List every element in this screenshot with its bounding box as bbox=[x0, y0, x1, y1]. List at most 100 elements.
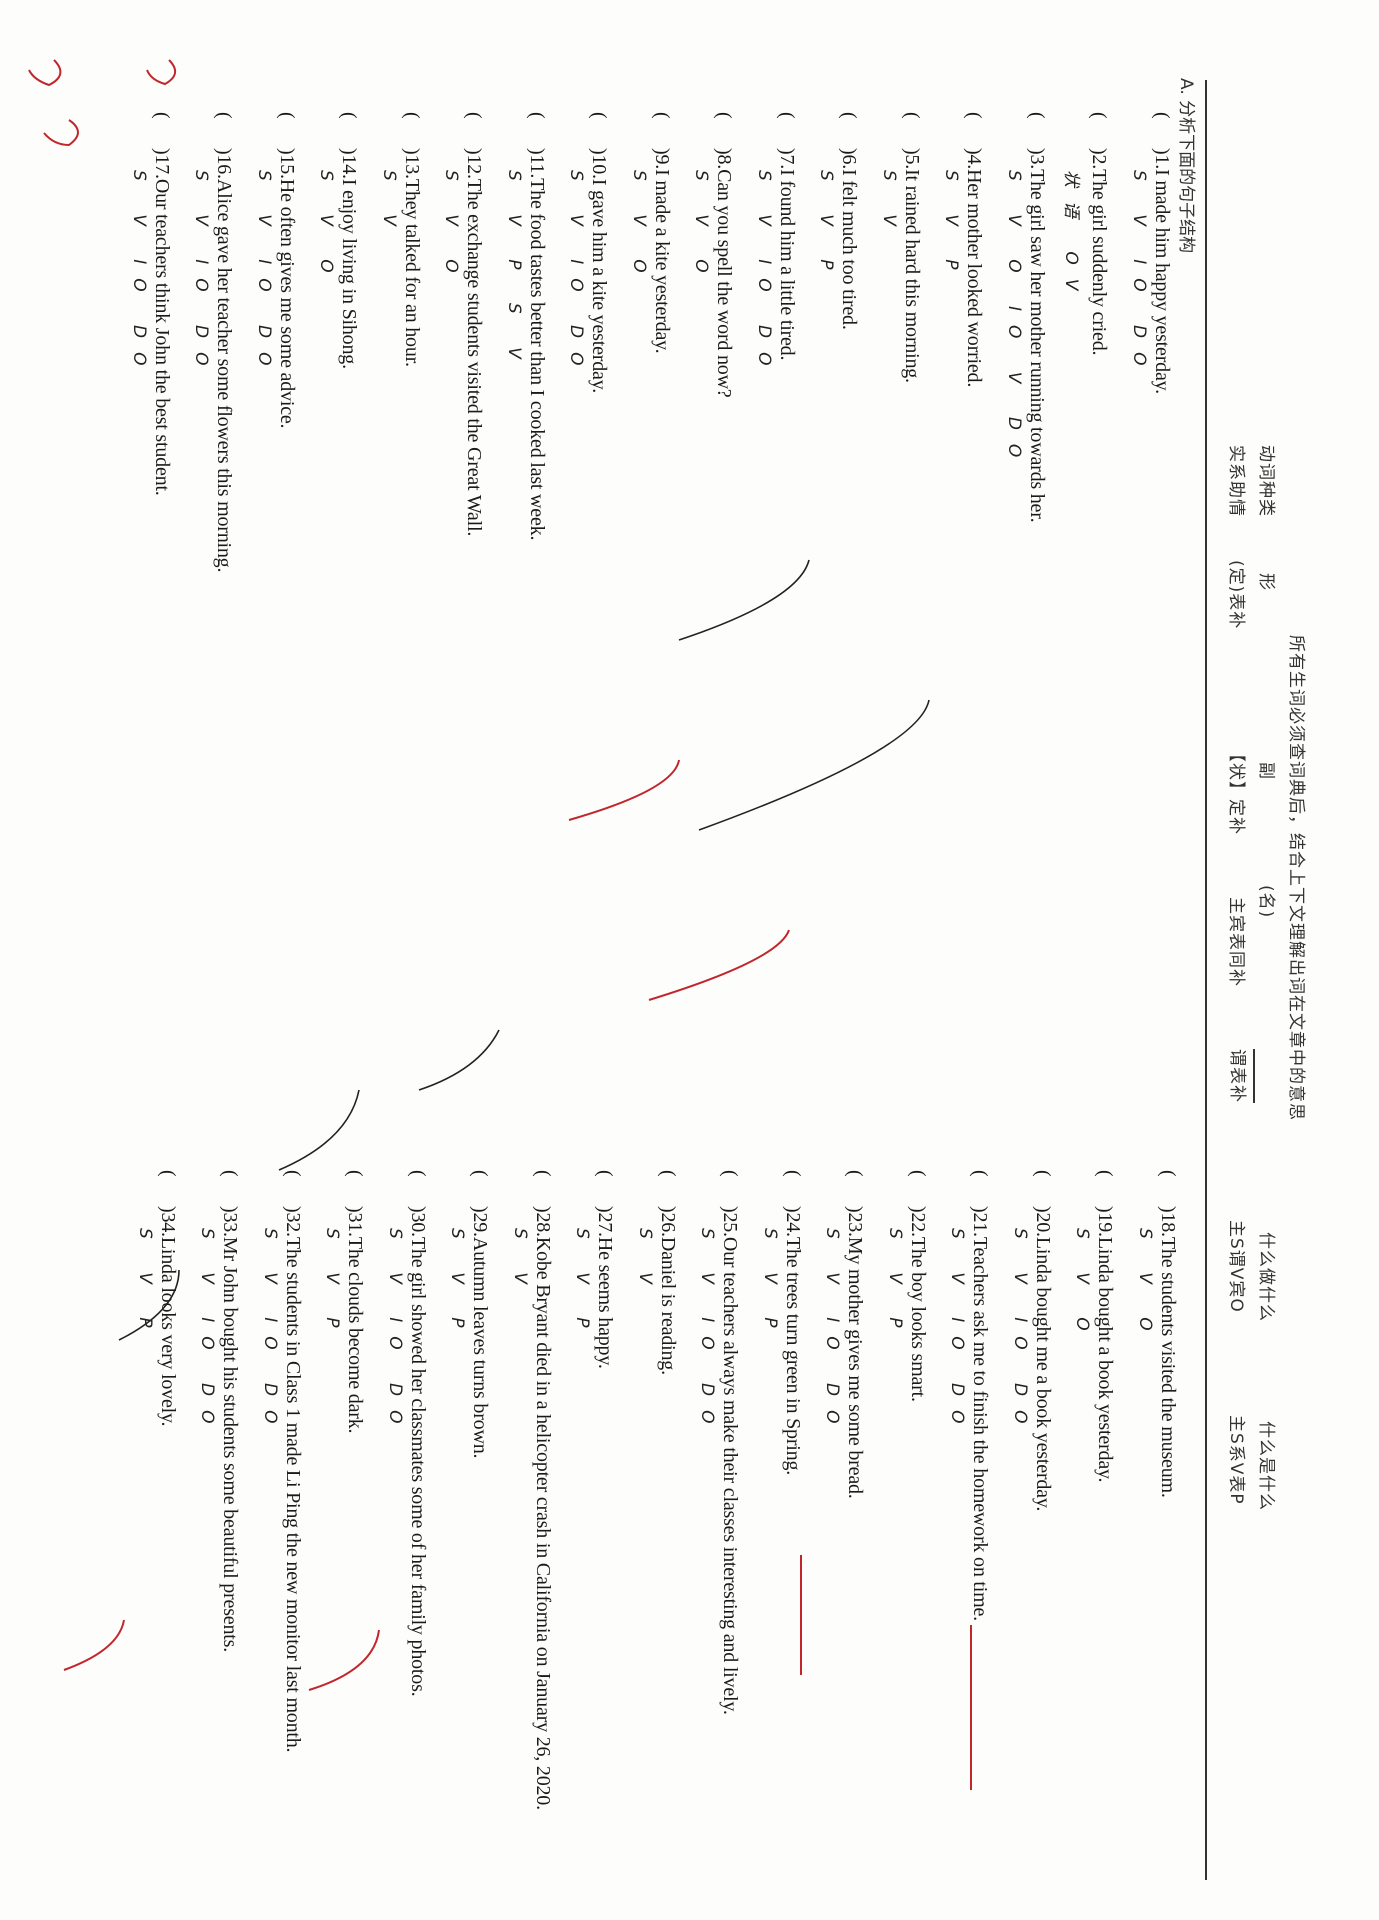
answer-blank[interactable]: ( bbox=[219, 1170, 242, 1177]
sentence-text: )19.Linda bought a book yesterday. bbox=[1094, 1206, 1117, 1482]
item-number: )4. bbox=[963, 148, 986, 170]
handwritten-annotation: S V P bbox=[885, 1228, 905, 1342]
sentence-text: )4.Her mother looked worried. bbox=[963, 148, 986, 387]
answer-blank[interactable]: ( bbox=[907, 1170, 929, 1177]
answer-blank[interactable]: ( bbox=[594, 1170, 617, 1177]
answer-blank[interactable]: ( bbox=[838, 112, 861, 119]
sentence-text: )29.Autumn leaves turns brown. bbox=[469, 1206, 492, 1458]
red-check-curve bbox=[568, 759, 680, 821]
handwritten-annotation: S V P bbox=[322, 1228, 343, 1342]
answer-blank[interactable]: ( bbox=[401, 112, 423, 119]
sentence-text: )3.The girl saw her mother running towar… bbox=[1025, 148, 1048, 522]
answer-blank[interactable]: ( bbox=[213, 112, 236, 119]
answer-blank[interactable]: ( bbox=[1094, 1170, 1117, 1177]
sentence: I made a kite yesterday. bbox=[651, 169, 673, 354]
sentence: Alice gave her teacher some flowers this… bbox=[213, 178, 236, 573]
sentence: The students visited the museum. bbox=[1157, 1236, 1179, 1498]
answer-blank[interactable]: ( bbox=[719, 1170, 742, 1177]
handwritten-annotation: S V IO DO bbox=[385, 1228, 405, 1438]
answer-blank[interactable]: ( bbox=[151, 112, 173, 119]
item-number: )9. bbox=[651, 148, 673, 170]
sentence: I found him a little tired. bbox=[776, 169, 798, 361]
item-number: )16. bbox=[213, 148, 236, 179]
sentence-text: )31.The clouds become dark. bbox=[344, 1206, 367, 1433]
handwritten-annotation: S V O bbox=[1072, 1228, 1093, 1345]
handwritten-annotation: S V IO DO bbox=[197, 1228, 218, 1438]
header-label: 形 bbox=[1256, 573, 1276, 591]
item-number: )18. bbox=[1157, 1206, 1179, 1237]
sentence-text: )22.The boy looks smart. bbox=[906, 1206, 929, 1402]
item-number: )21. bbox=[969, 1206, 992, 1237]
sentence: I made him happy yesterday. bbox=[1151, 169, 1173, 394]
handwritten-annotation: S V P bbox=[941, 170, 962, 284]
handwritten-annotation: S V IO DO bbox=[754, 170, 774, 380]
item-number: )10. bbox=[588, 148, 611, 179]
answer-blank[interactable]: ( bbox=[1032, 1170, 1054, 1177]
answer-blank[interactable]: ( bbox=[1157, 1170, 1179, 1177]
red-question-mark bbox=[146, 59, 176, 86]
sentence-text: )30.The girl showed her classmates some … bbox=[406, 1206, 429, 1696]
item-number: )6. bbox=[838, 148, 861, 170]
answer-blank[interactable]: ( bbox=[282, 1170, 304, 1177]
handwritten-annotation: S V P bbox=[816, 170, 837, 284]
item-number: )12. bbox=[463, 148, 486, 179]
answer-blank[interactable]: ( bbox=[651, 112, 673, 119]
sentence-text: )32.The students in Class 1 made Li Ping… bbox=[281, 1206, 304, 1752]
header-label: 动词种类 bbox=[1256, 445, 1276, 517]
answer-blank[interactable]: ( bbox=[844, 1170, 867, 1177]
answer-blank[interactable]: ( bbox=[963, 112, 986, 119]
item-number: )2. bbox=[1088, 148, 1111, 170]
item-number: )34. bbox=[157, 1206, 179, 1237]
answer-blank[interactable]: ( bbox=[526, 112, 548, 119]
sentence: Linda bought a book yesterday. bbox=[1094, 1236, 1117, 1483]
sentence-text: )18.The students visited the museum. bbox=[1156, 1206, 1179, 1498]
header-label: 实系助情 bbox=[1226, 445, 1246, 517]
item-number: )33. bbox=[219, 1206, 242, 1237]
answer-blank[interactable]: ( bbox=[588, 112, 611, 119]
handwritten-annotation: S V IO DO bbox=[697, 1228, 718, 1438]
sentence-text: )9.I made a kite yesterday. bbox=[650, 148, 673, 353]
answer-blank[interactable]: ( bbox=[1151, 112, 1173, 119]
answer-blank[interactable]: ( bbox=[532, 1170, 554, 1177]
answer-blank[interactable]: ( bbox=[157, 1170, 179, 1177]
sentence: I gave him a kite yesterday. bbox=[588, 178, 611, 394]
item-number: )28. bbox=[532, 1206, 554, 1237]
answer-blank[interactable]: ( bbox=[276, 112, 298, 119]
answer-blank[interactable]: ( bbox=[782, 1170, 804, 1177]
answer-blank[interactable]: ( bbox=[901, 112, 923, 119]
item-number: )26. bbox=[657, 1206, 679, 1237]
red-question-mark bbox=[28, 59, 62, 87]
handwritten-annotation: S V P bbox=[447, 1228, 468, 1342]
item-number: )17. bbox=[151, 148, 173, 179]
item-number: )24. bbox=[782, 1206, 804, 1237]
answer-blank[interactable]: ( bbox=[1026, 112, 1048, 119]
answer-blank[interactable]: ( bbox=[657, 1170, 679, 1177]
handwritten-annotation: S V bbox=[879, 170, 899, 240]
header-label: 主宾表同补 bbox=[1226, 897, 1246, 987]
item-number: )3. bbox=[1026, 148, 1048, 170]
item-number: )25. bbox=[719, 1206, 742, 1237]
handwritten-annotation: S V IO DO bbox=[947, 1228, 968, 1438]
answer-blank[interactable]: ( bbox=[776, 112, 798, 119]
answer-blank[interactable]: ( bbox=[713, 112, 736, 119]
header-label: 【状】定补 bbox=[1226, 745, 1246, 835]
sentence: It rained hard this morning. bbox=[901, 169, 923, 383]
handwritten-annotation: S V bbox=[635, 1228, 655, 1298]
answer-blank[interactable]: ( bbox=[338, 112, 361, 119]
answer-blank[interactable]: ( bbox=[969, 1170, 992, 1177]
answer-blank[interactable]: ( bbox=[1088, 112, 1111, 119]
sentence-text: )25.Our teachers always make their class… bbox=[719, 1206, 742, 1715]
black-check-curve bbox=[678, 559, 810, 641]
sentence: Daniel is reading. bbox=[657, 1236, 679, 1375]
answer-blank[interactable]: ( bbox=[344, 1170, 367, 1177]
sentence-text: )34.Linda looks very lovely. bbox=[156, 1206, 179, 1426]
item-number: )31. bbox=[344, 1206, 367, 1237]
sentence-text: )15.He often gives me some advice. bbox=[275, 148, 298, 428]
handwritten-annotation: S V O bbox=[1135, 1228, 1155, 1345]
handwritten-annotation: S V P bbox=[135, 1228, 155, 1342]
answer-blank[interactable]: ( bbox=[407, 1170, 429, 1177]
sentence: They talked for an hour. bbox=[401, 178, 423, 367]
answer-blank[interactable]: ( bbox=[469, 1170, 492, 1177]
answer-blank[interactable]: ( bbox=[463, 112, 486, 119]
